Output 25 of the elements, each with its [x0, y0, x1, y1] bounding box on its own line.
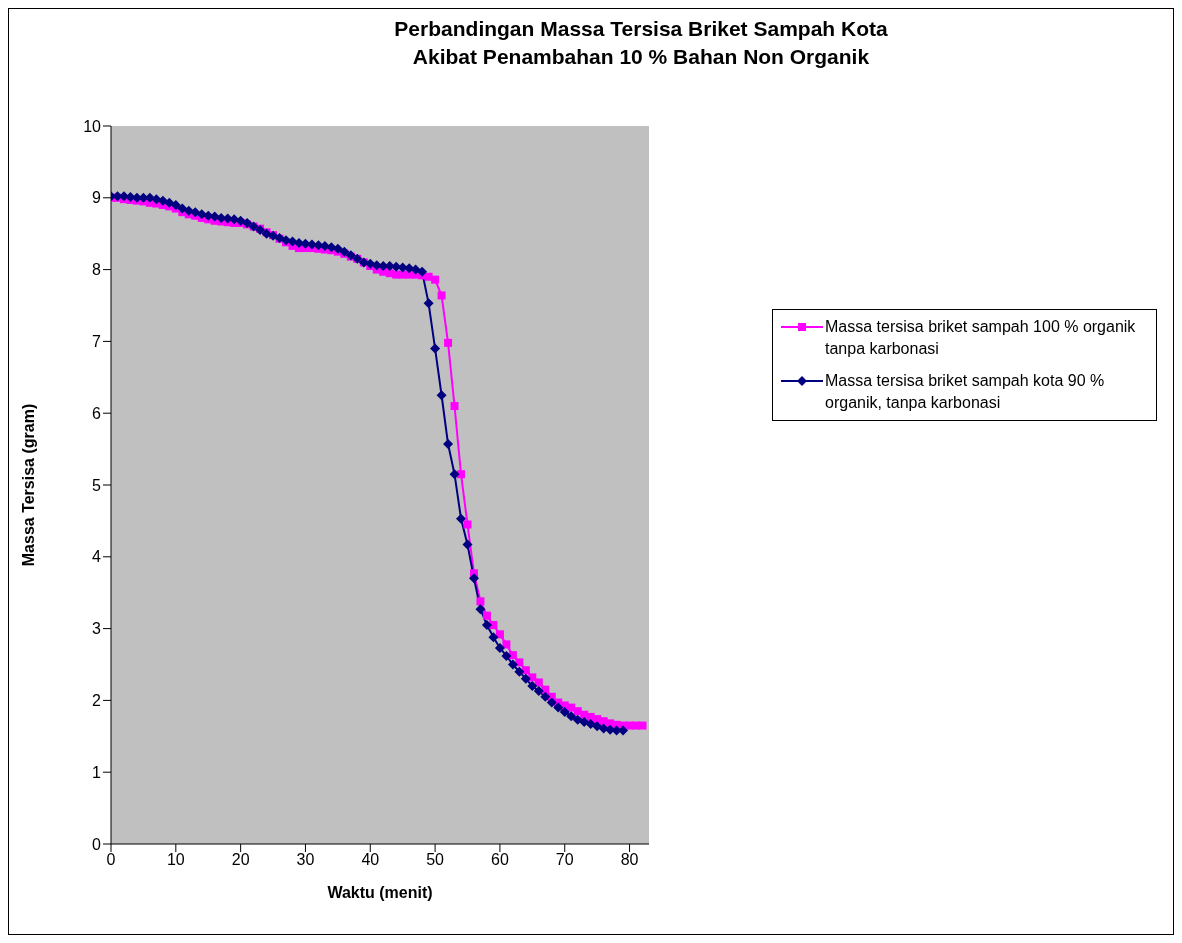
y-tick-label: 2 — [92, 692, 102, 710]
x-tick-label: 70 — [555, 851, 574, 869]
x-axis-title: Waktu (menit) — [326, 884, 434, 902]
y-tick-label: 5 — [92, 476, 102, 494]
y-tick-label: 8 — [92, 261, 102, 279]
y-tick-label: 7 — [92, 333, 102, 351]
x-tick-label: 50 — [426, 851, 445, 869]
chart-title: Perbandingan Massa Tersisa Briket Sampah Kota Akibat Penambahan 10 % Bahan Non Organik — [393, 16, 889, 70]
x-tick-label: 30 — [296, 851, 315, 869]
y-tick-label: 4 — [92, 548, 102, 566]
x-tick-label: 10 — [166, 851, 185, 869]
x-tick-label: 0 — [106, 851, 116, 869]
legend-label: Massa tersisa briket sampah 100 % organik tanpa karbonasi — [825, 317, 1137, 359]
x-tick-label: 40 — [361, 851, 380, 869]
x-tick-label: 20 — [231, 851, 250, 869]
y-tick-label: 10 — [83, 117, 102, 135]
y-tick-label: 3 — [92, 620, 102, 638]
y-tick-label: 9 — [92, 189, 102, 207]
x-tick-label: 80 — [620, 851, 639, 869]
y-tick-label: 6 — [92, 404, 102, 422]
y-axis-title: Massa Tersisa (gram) — [20, 403, 38, 567]
y-tick-label: 0 — [92, 835, 102, 853]
x-tick-label: 60 — [491, 851, 509, 869]
legend-label: Massa tersisa briket sampah kota 90 % organik, tanpa karbonasi — [825, 371, 1106, 413]
y-tick-label: 1 — [92, 763, 102, 781]
